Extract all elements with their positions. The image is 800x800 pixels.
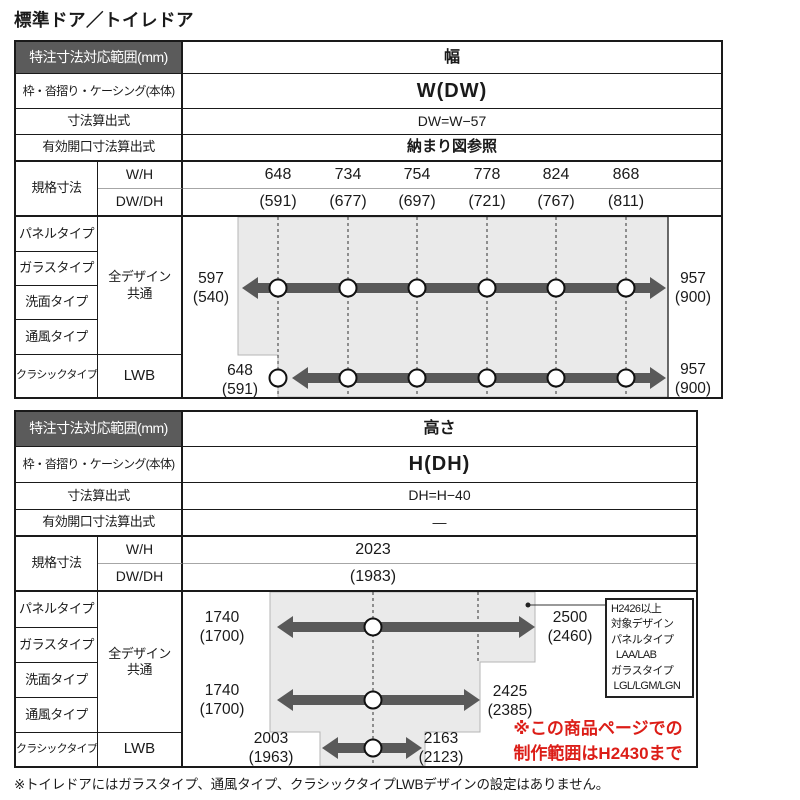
type-row-glass: ガラスタイプ [16, 252, 98, 286]
page-title: 標準ドア／トイレドア [14, 10, 194, 30]
width-design-classic: LWB [98, 355, 183, 397]
height-wh-values-row: 2023 [183, 537, 696, 564]
height-wh-label: W/H [98, 537, 183, 564]
type-row-panel: パネルタイプ [16, 592, 98, 628]
width-design-common: 全デザイン 共通 [98, 217, 183, 355]
size-marker [407, 278, 427, 298]
size-marker [616, 278, 636, 298]
width-wh-label: W/H [98, 162, 183, 189]
size-marker [546, 278, 566, 298]
height-frame-label: 枠・沓摺り・ケーシング(本体) [16, 447, 183, 483]
width-custom-range-value: 幅 [183, 42, 721, 74]
size-marker [363, 690, 383, 710]
width-dwdh-values-row: (591) (677) (697) (721) (767) (811) [183, 189, 721, 217]
width-dwdh-label: DW/DH [98, 189, 183, 217]
width-common-min: 597 (540) [192, 270, 230, 306]
annotation-line: LGL/LGM/LGN [611, 680, 681, 693]
size-value: (697) [398, 193, 436, 210]
range-arrow-common-upper [277, 616, 535, 638]
height-common-upper-max: 2500 (2460) [547, 609, 593, 645]
size-value: 754 [403, 166, 431, 183]
annotation-line: ガラスタイプ [611, 664, 674, 677]
size-value: 2023 [355, 541, 391, 558]
diagram-background [237, 217, 669, 397]
height-design-classic: LWB [98, 733, 183, 766]
height-common-lower-min: 1740 (1700) [199, 682, 245, 718]
height-classic-max: 2163 (2123) [418, 730, 464, 766]
size-value: 778 [473, 166, 501, 183]
size-marker [363, 738, 383, 758]
type-row-washroom: 洗面タイプ [16, 663, 98, 698]
height-custom-range-label: 特注寸法対応範囲(mm) [16, 412, 183, 447]
size-marker [477, 368, 497, 388]
width-formula-value: DW=W−57 [183, 109, 721, 135]
type-row-washroom: 洗面タイプ [16, 286, 98, 320]
size-marker [338, 368, 358, 388]
design-annotation-box: H2426以上 対象デザイン パネルタイプ LAA/LAB ガラスタイプ LGL… [605, 598, 694, 698]
height-design-common: 全デザイン 共通 [98, 592, 183, 733]
size-marker [338, 278, 358, 298]
type-row-glass: ガラスタイプ [16, 628, 98, 663]
range-arrow-common [242, 277, 666, 299]
height-classic-min: 2003 (1963) [248, 730, 294, 766]
height-opening-label: 有効開口寸法算出式 [16, 510, 183, 537]
height-custom-range-value: 高さ [183, 412, 696, 447]
diagram-background [269, 592, 536, 766]
size-marker [268, 278, 288, 298]
width-common-max: 957 (900) [674, 270, 712, 306]
height-opening-value: ― [183, 510, 696, 537]
type-row-ventilation: 通風タイプ [16, 320, 98, 355]
height-standard-label: 規格寸法 [16, 537, 98, 592]
width-range-diagram [237, 217, 669, 397]
annotation-line: LAA/LAB [611, 649, 657, 662]
size-marker [477, 278, 497, 298]
production-limit-note: ※この商品ページでの 制作範囲はH2430まで [513, 719, 683, 763]
width-custom-range-label: 特注寸法対応範囲(mm) [16, 42, 183, 74]
height-range-diagram [269, 592, 605, 766]
width-formula-label: 寸法算出式 [16, 109, 183, 135]
size-marker [407, 368, 427, 388]
width-wh-values-row: 648 734 754 778 824 868 [183, 162, 721, 189]
height-formula-value: DH=H−40 [183, 483, 696, 510]
width-classic-max: 957 (900) [674, 361, 712, 397]
width-standard-label: 規格寸法 [16, 162, 98, 217]
height-common-lower-max: 2425 (2385) [487, 683, 533, 719]
type-row-panel: パネルタイプ [16, 217, 98, 252]
size-value: (767) [537, 193, 575, 210]
annotation-line: パネルタイプ [611, 633, 674, 646]
size-value: (1983) [349, 568, 397, 585]
size-value: 824 [542, 166, 570, 183]
size-marker [268, 368, 288, 388]
size-value: 648 [264, 166, 292, 183]
width-opening-value: 納まり図参照 [183, 135, 721, 162]
height-dwdh-label: DW/DH [98, 564, 183, 592]
width-opening-label: 有効開口寸法算出式 [16, 135, 183, 162]
size-value: 868 [612, 166, 640, 183]
size-value: (591) [259, 193, 297, 210]
height-common-upper-min: 1740 (1700) [199, 609, 245, 645]
height-formula-label: 寸法算出式 [16, 483, 183, 510]
annotation-line: H2426以上 [611, 603, 662, 615]
size-value: (721) [468, 193, 506, 210]
annotation-line: 対象デザイン [611, 618, 674, 631]
size-value: 734 [334, 166, 362, 183]
type-row-classic: クラシックタイプ [16, 355, 98, 397]
width-frame-value: W(DW) [183, 74, 721, 109]
width-classic-min: 648 (591) [221, 362, 259, 398]
size-value: (811) [607, 193, 645, 210]
annotation-leader-dot [525, 602, 531, 608]
size-marker [616, 368, 636, 388]
type-row-ventilation: 通風タイプ [16, 698, 98, 733]
footnote: ※トイレドアにはガラスタイプ、通風タイプ、クラシックタイプLWBデザインの設定は… [14, 777, 610, 792]
height-frame-value: H(DH) [183, 447, 696, 483]
height-dwdh-values-row: (1983) [183, 564, 696, 592]
size-marker [363, 617, 383, 637]
type-row-classic: クラシックタイプ [16, 733, 98, 766]
size-marker [546, 368, 566, 388]
size-value: (677) [329, 193, 367, 210]
height-spec-table: 特注寸法対応範囲(mm) 高さ 枠・沓摺り・ケーシング(本体) H(DH) 寸法… [14, 410, 698, 768]
width-frame-label: 枠・沓摺り・ケーシング(本体) [16, 74, 183, 109]
width-spec-table: 特注寸法対応範囲(mm) 幅 枠・沓摺り・ケーシング(本体) W(DW) 寸法算… [14, 40, 723, 399]
